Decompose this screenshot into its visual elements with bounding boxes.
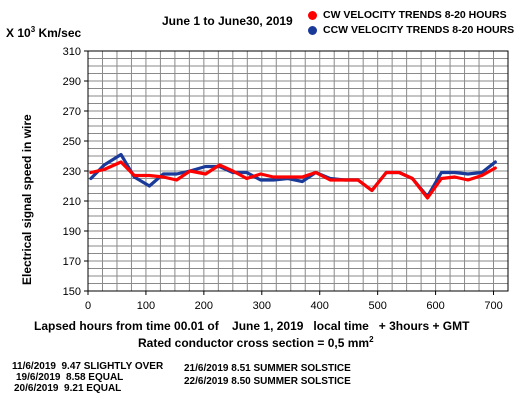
x-axis-ticks: 0 100 200 300 400 500 600 700 <box>85 291 503 312</box>
x-tick-label: 700 <box>484 300 502 312</box>
x-tick-label: 400 <box>311 300 329 312</box>
legend-marker-cw <box>308 11 317 20</box>
series-line-cw <box>89 160 497 200</box>
y-tick-label: 230 <box>63 166 81 178</box>
x-axis-label: Lapsed hours from time 00.01 of June 1, … <box>34 319 470 333</box>
note-3: 20/6/2019 9.21 EQUAL <box>14 383 122 394</box>
x-tick-label: 500 <box>368 300 386 312</box>
y-tick-label: 150 <box>63 286 81 298</box>
y-tick-label: 290 <box>63 76 81 88</box>
plot-grid <box>88 51 508 291</box>
legend-marker-ccw <box>308 26 317 35</box>
y-tick-label: 310 <box>63 46 81 58</box>
series-lines <box>89 152 497 200</box>
x-axis-sublabel: Rated conductor cross section = 0,5 mm2 <box>138 335 374 351</box>
note-1: 11/6/2019 9.47 SLIGHTLY OVER <box>12 361 164 372</box>
y-axis-ticks: 150 170 190 210 230 250 270 290 310 <box>63 46 88 298</box>
chart-title: June 1 to June30, 2019 <box>162 14 293 28</box>
note-4: 21/6/2019 8.51 SUMMER SOLSTICE <box>184 363 351 374</box>
y-axis-label: Electrical signal speed in wire <box>20 114 34 285</box>
x-tick-label: 600 <box>426 300 444 312</box>
y-tick-label: 210 <box>63 196 81 208</box>
x-tick-label: 300 <box>253 300 271 312</box>
x-tick-label: 0 <box>85 300 91 312</box>
legend-label-cw: CW VELOCITY TRENDS 8-20 HOURS <box>323 9 507 21</box>
y-unit-label: X 103 Km/sec <box>6 25 82 41</box>
y-tick-label: 250 <box>63 136 81 148</box>
note-5: 22/6/2019 8.50 SUMMER SOLSTICE <box>184 376 351 387</box>
legend-label-ccw: CCW VELOCITY TRENDS 8-20 HOURS <box>323 24 515 36</box>
x-tick-label: 200 <box>195 300 213 312</box>
note-2: 19/6/2019 8.58 EQUAL <box>16 372 124 383</box>
y-tick-label: 170 <box>63 256 81 268</box>
y-tick-label: 270 <box>63 106 81 118</box>
x-tick-label: 100 <box>137 300 155 312</box>
y-tick-label: 190 <box>63 226 81 238</box>
